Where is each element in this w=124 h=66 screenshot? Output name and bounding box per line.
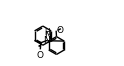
Text: H: H [44, 28, 50, 37]
Text: O: O [57, 26, 64, 35]
Text: N: N [43, 36, 50, 45]
Text: O: O [37, 51, 44, 60]
Text: N: N [44, 31, 50, 40]
